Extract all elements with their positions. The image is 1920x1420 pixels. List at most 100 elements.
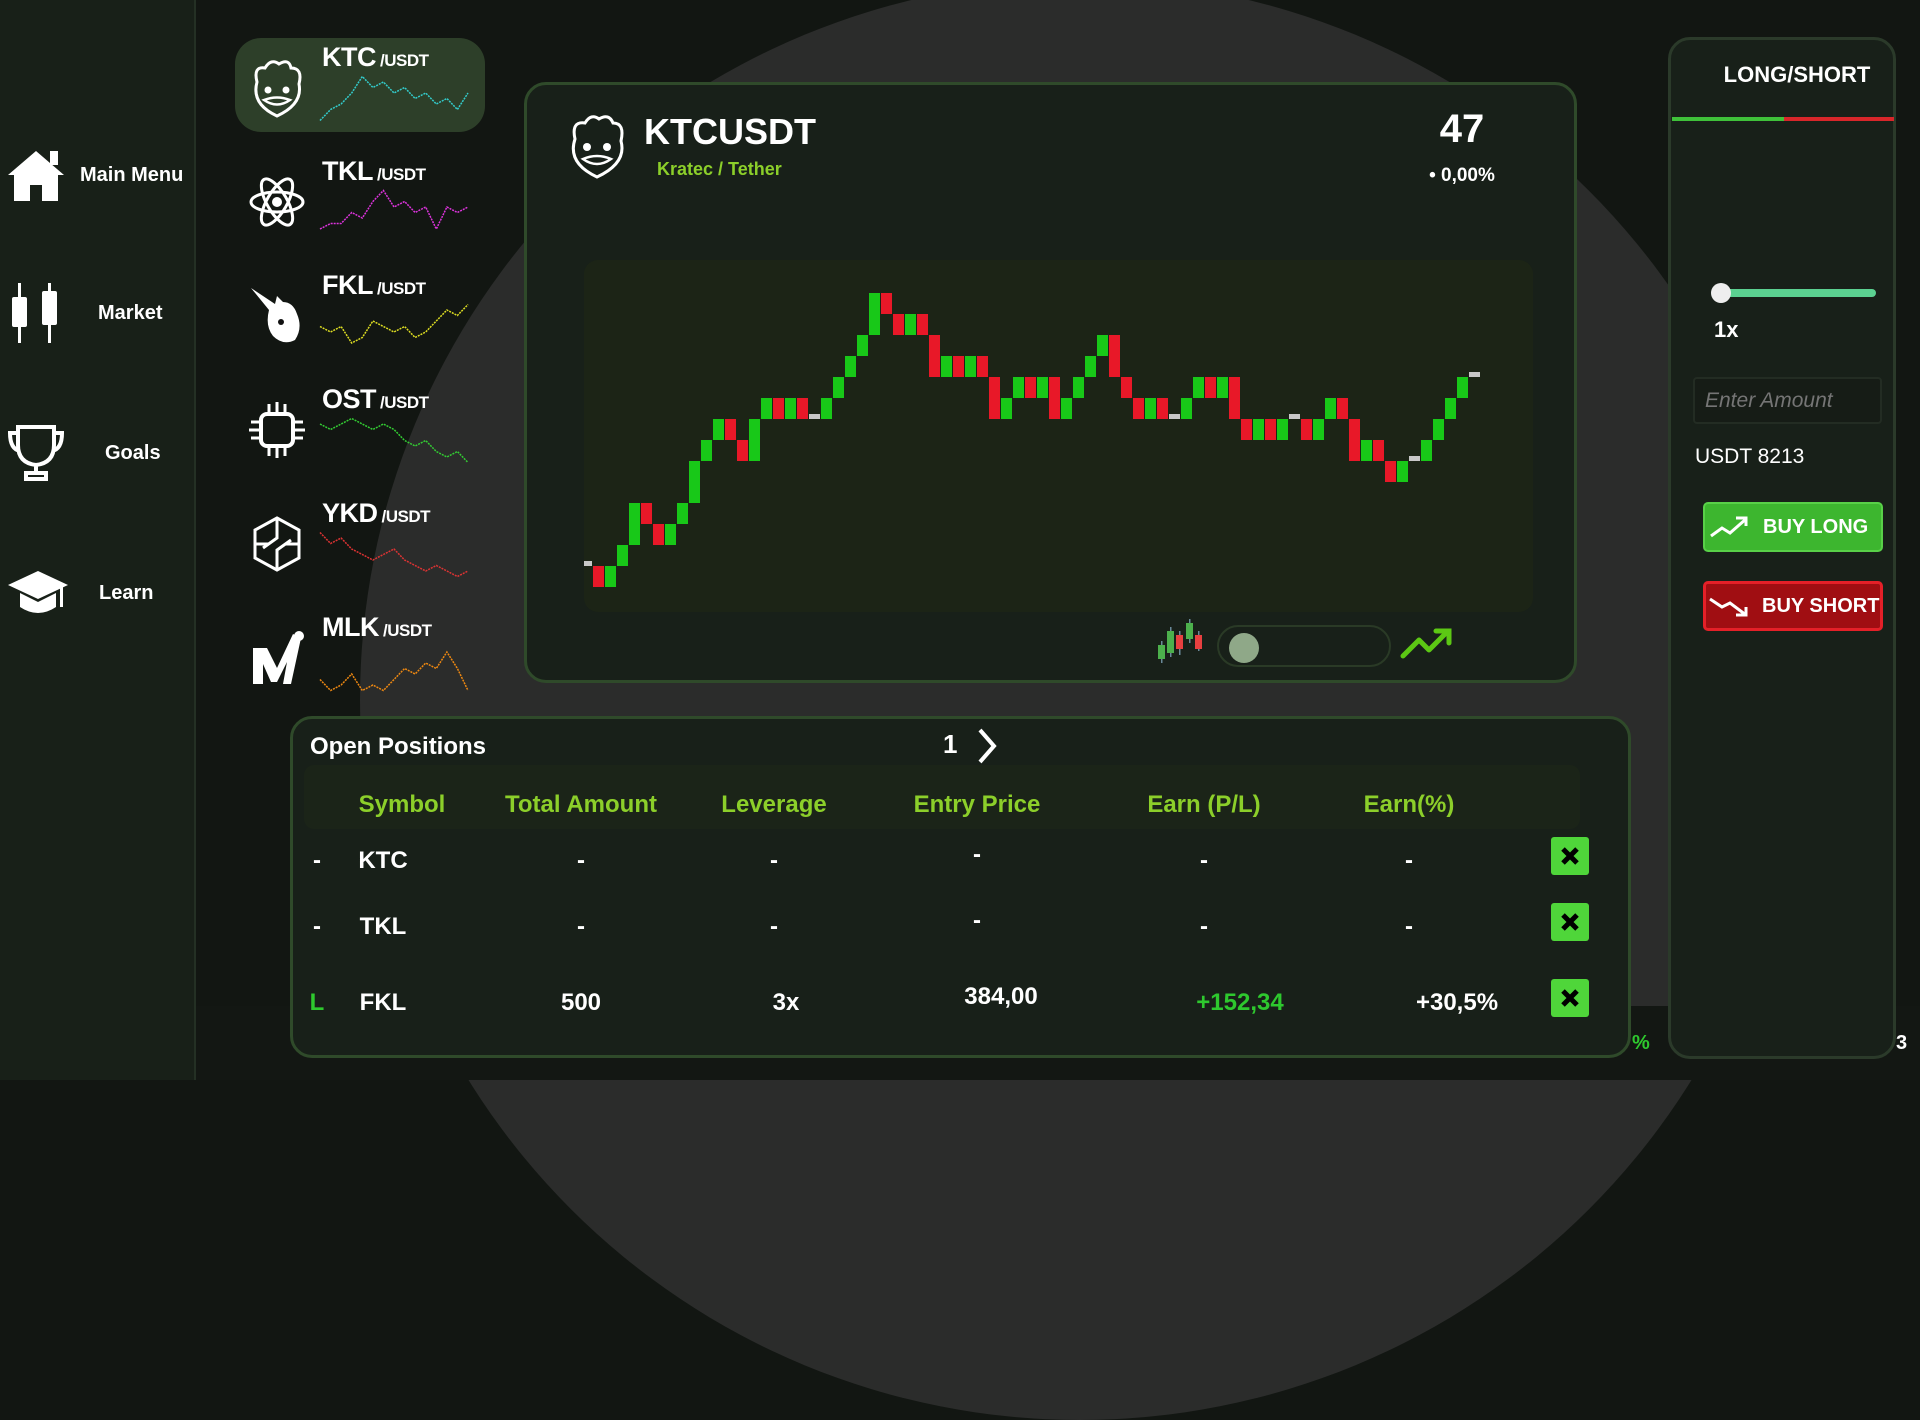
usdt-balance: USDT 8213 [1695,445,1805,468]
positions-title: Open Positions [310,733,487,760]
candle [1037,377,1048,398]
nav-item-goals[interactable]: Goals [0,418,196,488]
cell-amount: - [577,847,585,874]
candle [977,356,988,377]
candle [869,293,880,335]
candle [1085,356,1096,377]
candle [809,414,820,419]
candle [893,314,904,335]
candle [1397,461,1408,482]
candle [1229,377,1240,419]
coin-item-fkl[interactable]: FKL/USDT [235,266,485,360]
candle [1349,419,1360,461]
sparkline [319,75,469,122]
buy-long-button[interactable]: BUY LONG [1703,502,1883,552]
candle [749,419,760,461]
coin-item-tkl[interactable]: TKL/USDT [235,152,485,246]
coin-quote: /USDT [380,393,429,412]
candle [1193,377,1204,398]
pair-title: KTCUSDT [644,111,816,152]
candle [641,503,652,524]
candle [1325,398,1336,419]
position-symbol: KTC [358,847,408,874]
line-trend-icon[interactable] [1400,627,1452,661]
candle [1409,456,1420,461]
long-bar [1672,117,1784,121]
column-header: Symbol [358,791,446,818]
cell-pct: - [1405,913,1413,940]
coin-item-ost[interactable]: OST/USDT [235,380,485,474]
candle [1145,398,1156,419]
candlestick-chart [581,260,1533,612]
leverage-slider[interactable] [1711,283,1876,303]
close-position-button[interactable] [1551,979,1589,1017]
candle [1253,419,1264,440]
position-side: - [313,913,321,940]
candle [965,356,976,377]
close-icon [1561,989,1579,1007]
chart-mode-toggle[interactable] [1217,625,1391,667]
column-header: Earn (P/L) [1147,791,1261,818]
coin-symbol: YKD [322,498,378,528]
candle [1097,335,1108,356]
graduation-cap-icon [8,571,68,613]
brain-icon [253,516,301,572]
candle [1301,419,1312,440]
candle [725,419,736,440]
amount-input[interactable] [1693,377,1882,424]
close-position-button[interactable] [1551,903,1589,941]
candle [1001,398,1012,419]
candle [761,398,772,419]
nav-item-learn[interactable]: Learn [0,558,196,628]
coin-quote: /USDT [382,621,432,640]
pair-name: Kratec / Tether [657,159,782,179]
sparkline-line [319,531,469,578]
table-header [304,765,1580,829]
candle [989,377,1000,419]
candle [1433,419,1444,440]
trend-up-icon [1710,516,1748,538]
buy-short-button[interactable]: BUY SHORT [1703,581,1883,631]
long-short-panel: LONG/SHORT 1x USDT 8213 BUY LONG BUY SHO… [1668,37,1896,1059]
candle [1169,414,1180,419]
candle [1445,398,1456,419]
candle [917,314,928,335]
candle [1157,398,1168,419]
coin-quote: /USDT [376,165,426,184]
cell-amount: 500 [560,989,602,1016]
m-logo-icon [253,631,304,684]
cell-pl: - [1200,847,1208,874]
candle [1337,398,1348,419]
nav-item-market[interactable]: Market [0,278,196,348]
candle [1277,419,1288,440]
candlestick-chart-icon[interactable] [1157,617,1209,667]
coin-quote: /USDT [380,51,429,70]
column-header: Earn(%) [1363,791,1455,818]
candle [1013,377,1024,398]
position-symbol: FKL [359,989,407,1016]
candle [881,293,892,314]
nav-label: Goals [105,441,161,464]
coin-name: OST/USDT [322,384,429,415]
slider-thumb[interactable] [1711,283,1731,303]
coin-item-ykd[interactable]: YKD/USDT [235,494,485,588]
candle [1469,372,1480,377]
close-position-button[interactable] [1551,837,1589,875]
cell-entry: - [973,841,981,868]
candle [773,398,784,419]
coin-item-mlk[interactable]: MLK/USDT [235,608,485,702]
cell-entry: 384,00 [964,983,1038,1010]
hamster-icon [254,60,302,118]
coin-name: MLK/USDT [322,612,432,643]
footer-fragment: 3 [1896,1032,1908,1054]
candle [1421,440,1432,461]
coin-name: KTC/USDT [322,42,429,73]
position-side: L [309,989,325,1016]
cell-leverage: - [770,847,778,874]
chevron-right-icon[interactable] [975,727,999,765]
coin-item-ktc[interactable]: KTC/USDT [235,38,485,132]
candle [929,335,940,377]
nav-item-main-menu[interactable]: Main Menu [0,140,196,210]
position-side: - [313,847,321,874]
candle [629,503,640,545]
